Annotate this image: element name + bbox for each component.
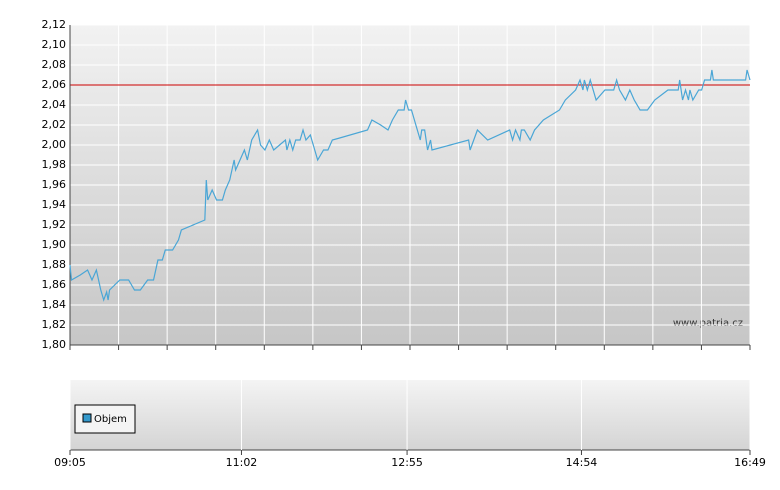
y-tick-label: 1,98 bbox=[42, 158, 67, 171]
y-tick-label: 1,80 bbox=[42, 338, 67, 351]
watermark: www.patria.cz bbox=[673, 318, 743, 329]
y-tick-label: 1,82 bbox=[42, 318, 67, 331]
y-tick-label: 1,94 bbox=[42, 198, 67, 211]
y-tick-label: 1,92 bbox=[42, 218, 67, 231]
legend-label: Objem bbox=[94, 414, 127, 425]
y-tick-label: 2,06 bbox=[42, 78, 67, 91]
x-tick-label: 14:54 bbox=[566, 456, 598, 469]
y-tick-label: 2,08 bbox=[42, 58, 67, 71]
price-line bbox=[69, 69, 751, 302]
y-tick-label: 1,86 bbox=[42, 278, 67, 291]
x-tick-label: 11:02 bbox=[226, 456, 258, 469]
x-tick-label: 09:05 bbox=[54, 456, 86, 469]
y-tick-label: 2,00 bbox=[42, 138, 67, 151]
x-tick-label: 16:49 bbox=[734, 456, 766, 469]
y-tick-label: 2,10 bbox=[42, 38, 67, 51]
y-tick-label: 2,02 bbox=[42, 118, 67, 131]
y-tick-label: 1,96 bbox=[42, 178, 67, 191]
volume-area bbox=[70, 380, 750, 450]
y-tick-label: 1,84 bbox=[42, 298, 67, 311]
y-tick-label: 2,12 bbox=[42, 18, 67, 31]
y-tick-label: 2,04 bbox=[42, 98, 67, 111]
x-tick-label: 12:55 bbox=[391, 456, 423, 469]
y-tick-label: 1,88 bbox=[42, 258, 67, 271]
legend-swatch bbox=[82, 413, 92, 423]
y-tick-label: 1,90 bbox=[42, 238, 67, 251]
